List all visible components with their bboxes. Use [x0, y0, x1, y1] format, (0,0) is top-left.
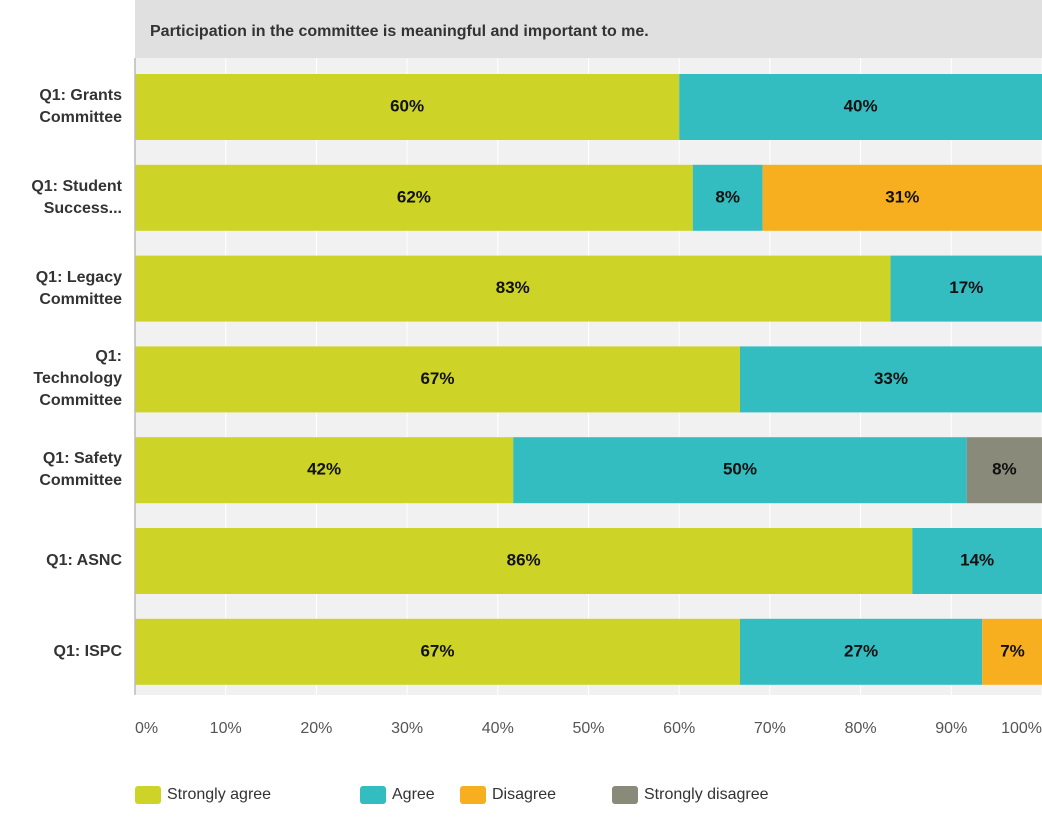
legend-label: Disagree: [492, 786, 556, 803]
category-text: Q1: Legacy Committee: [35, 268, 122, 308]
data-label: 50%: [723, 460, 757, 479]
data-label: 42%: [307, 460, 341, 479]
category-label: Q1: Grants Committee: [0, 62, 122, 152]
x-tick-label: 0%: [135, 720, 158, 737]
bar-segment: [912, 528, 1042, 594]
category-label: Q1: Technology Committee: [0, 334, 122, 424]
data-label: 60%: [390, 96, 424, 115]
bar-segment: [739, 346, 1042, 413]
data-label: 83%: [496, 278, 530, 297]
bar-segment: [135, 437, 514, 504]
data-label: 33%: [874, 369, 908, 388]
bar-segment: [982, 618, 1042, 685]
legend-swatch: [612, 786, 638, 804]
data-label: 14%: [960, 550, 994, 569]
legend-swatch: [135, 786, 161, 804]
x-tick-label: 60%: [663, 720, 695, 737]
data-label: 7%: [1000, 641, 1025, 660]
legend-swatch: [460, 786, 486, 804]
data-label: 40%: [844, 96, 878, 115]
category-text: Q1: ISPC: [53, 642, 122, 660]
x-tick-label: 40%: [482, 720, 514, 737]
x-tick-label: 90%: [935, 720, 967, 737]
data-label: 8%: [715, 187, 740, 206]
data-label: 86%: [507, 550, 541, 569]
data-label: 31%: [885, 187, 919, 206]
bar-segment: [679, 74, 1042, 140]
legend-swatch: [360, 786, 386, 804]
x-tick-label: 10%: [210, 720, 242, 737]
bar-segment: [135, 618, 740, 685]
legend-label: Strongly agree: [167, 786, 271, 803]
bar-segment: [692, 164, 763, 231]
data-label: 17%: [949, 278, 983, 297]
title-box: [135, 0, 1042, 58]
category-text: Q1: Grants Committee: [39, 87, 122, 126]
category-label: Q1: Student Success...: [0, 153, 122, 243]
category-label: Q1: Legacy Committee: [0, 244, 122, 334]
data-label: 62%: [397, 187, 431, 206]
category-label: Q1: ASNC: [0, 516, 122, 606]
chart-title: Participation in the committee is meanin…: [150, 23, 649, 40]
category-text: Q1: Safety Committee: [39, 450, 122, 490]
data-label: 67%: [420, 641, 454, 660]
x-tick-label: 50%: [572, 720, 604, 737]
category-label: Q1: ISPC: [0, 607, 122, 697]
bar-segment: [135, 528, 913, 594]
data-label: 27%: [844, 641, 878, 660]
data-label: 67%: [420, 369, 454, 388]
legend-label: Agree: [392, 786, 435, 803]
x-tick-label: 30%: [391, 720, 423, 737]
bar-segment: [890, 255, 1042, 322]
bar-segment: [135, 255, 891, 322]
bar-segment: [513, 437, 967, 504]
bar-segment: [762, 164, 1042, 231]
bar-segment: [739, 618, 983, 685]
data-label: 8%: [992, 460, 1017, 479]
legend-label: Strongly disagree: [644, 786, 769, 803]
x-tick-label: 20%: [300, 720, 332, 737]
bar-segment: [135, 346, 740, 413]
category-text: Q1: ASNC: [46, 552, 122, 569]
x-tick-label: 80%: [845, 720, 877, 737]
bar-segment: [966, 437, 1042, 504]
category-text: Q1: Technology Committee: [33, 348, 122, 410]
x-tick-label: 70%: [754, 720, 786, 737]
bar-segment: [135, 164, 693, 231]
category-text: Q1: Student Success...: [31, 177, 122, 217]
category-label: Q1: Safety Committee: [0, 425, 122, 515]
bar-segment: [135, 74, 680, 140]
x-tick-label: 100%: [1001, 720, 1042, 737]
